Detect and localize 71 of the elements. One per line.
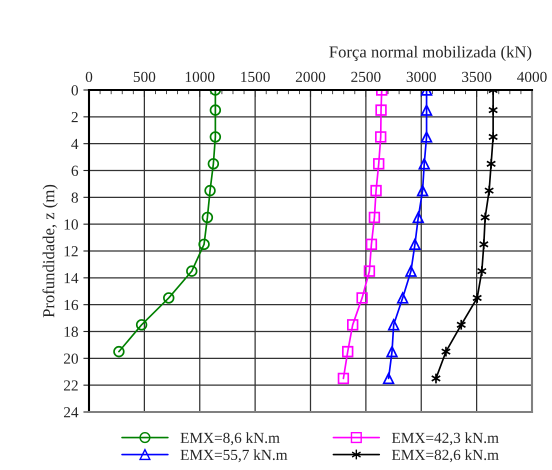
point [420, 131, 432, 143]
point [113, 346, 125, 358]
x-tick-label: 1500 [241, 72, 270, 82]
point [416, 184, 428, 196]
point [472, 292, 482, 304]
point [342, 346, 354, 358]
point [386, 346, 398, 358]
x-tick-label: 0 [86, 72, 92, 82]
point [210, 131, 222, 143]
point [370, 184, 382, 196]
point [366, 238, 378, 250]
point [488, 104, 498, 116]
x-axis-title: Força normal mobilizada (kN) [329, 46, 532, 61]
point [198, 238, 210, 250]
point [208, 158, 220, 170]
point [382, 372, 394, 384]
y-tick-label: 4 [71, 138, 78, 149]
y-tick-label: 16 [64, 300, 78, 310]
point [412, 212, 424, 224]
y-tick-label: 6 [72, 166, 78, 176]
point [405, 265, 417, 277]
x-tick-label: 1000 [186, 72, 214, 82]
point [204, 184, 216, 196]
point [430, 372, 442, 384]
point [478, 238, 489, 250]
point [373, 158, 384, 170]
point [420, 104, 432, 116]
point [480, 212, 490, 224]
y-tick-label: 14 [64, 273, 78, 284]
x-tick-label: 4000 [517, 72, 547, 82]
point [368, 212, 380, 224]
point [476, 265, 487, 277]
y-tick-label: 10 [64, 219, 78, 230]
point [375, 131, 386, 143]
x-tick-label: 500 [134, 72, 156, 82]
point [163, 292, 174, 304]
point [486, 158, 496, 170]
y-tick-label: 8 [72, 192, 78, 203]
legend-label: EMX=55,7 kN.m [180, 449, 288, 462]
y-tick-label: 0 [72, 85, 78, 96]
y-tick-label: 2 [72, 112, 78, 122]
point [375, 104, 387, 116]
legend-label: EMX=8,6 kN.m [180, 432, 280, 446]
legend-label: EMX=82,6 kN.m [392, 449, 499, 462]
point [202, 212, 214, 224]
y-tick-label: 22 [64, 380, 78, 390]
y-axis-title: Profundidade, z (m) [42, 184, 58, 318]
point [364, 265, 376, 277]
y-tick-label: 20 [64, 353, 78, 364]
point [488, 131, 498, 143]
point [396, 292, 408, 304]
point [388, 319, 400, 330]
point [418, 158, 430, 170]
y-tick-label: 12 [64, 246, 78, 256]
point [409, 238, 421, 250]
point [338, 372, 350, 384]
point [484, 184, 494, 196]
y-tick-label: 18 [64, 326, 78, 337]
x-tick-label: 2500 [351, 72, 381, 82]
y-tick-label: 24 [64, 407, 78, 418]
x-tick-label: 2000 [296, 72, 326, 82]
point [210, 104, 222, 116]
legend-label: EMX=42,3 kN.m [392, 432, 499, 446]
x-tick-label: 3000 [406, 72, 436, 82]
point [186, 265, 198, 277]
point [440, 346, 451, 358]
point [347, 319, 358, 330]
point [136, 319, 148, 330]
point [456, 319, 466, 330]
x-tick-label: 3500 [462, 72, 492, 82]
point [356, 292, 368, 304]
